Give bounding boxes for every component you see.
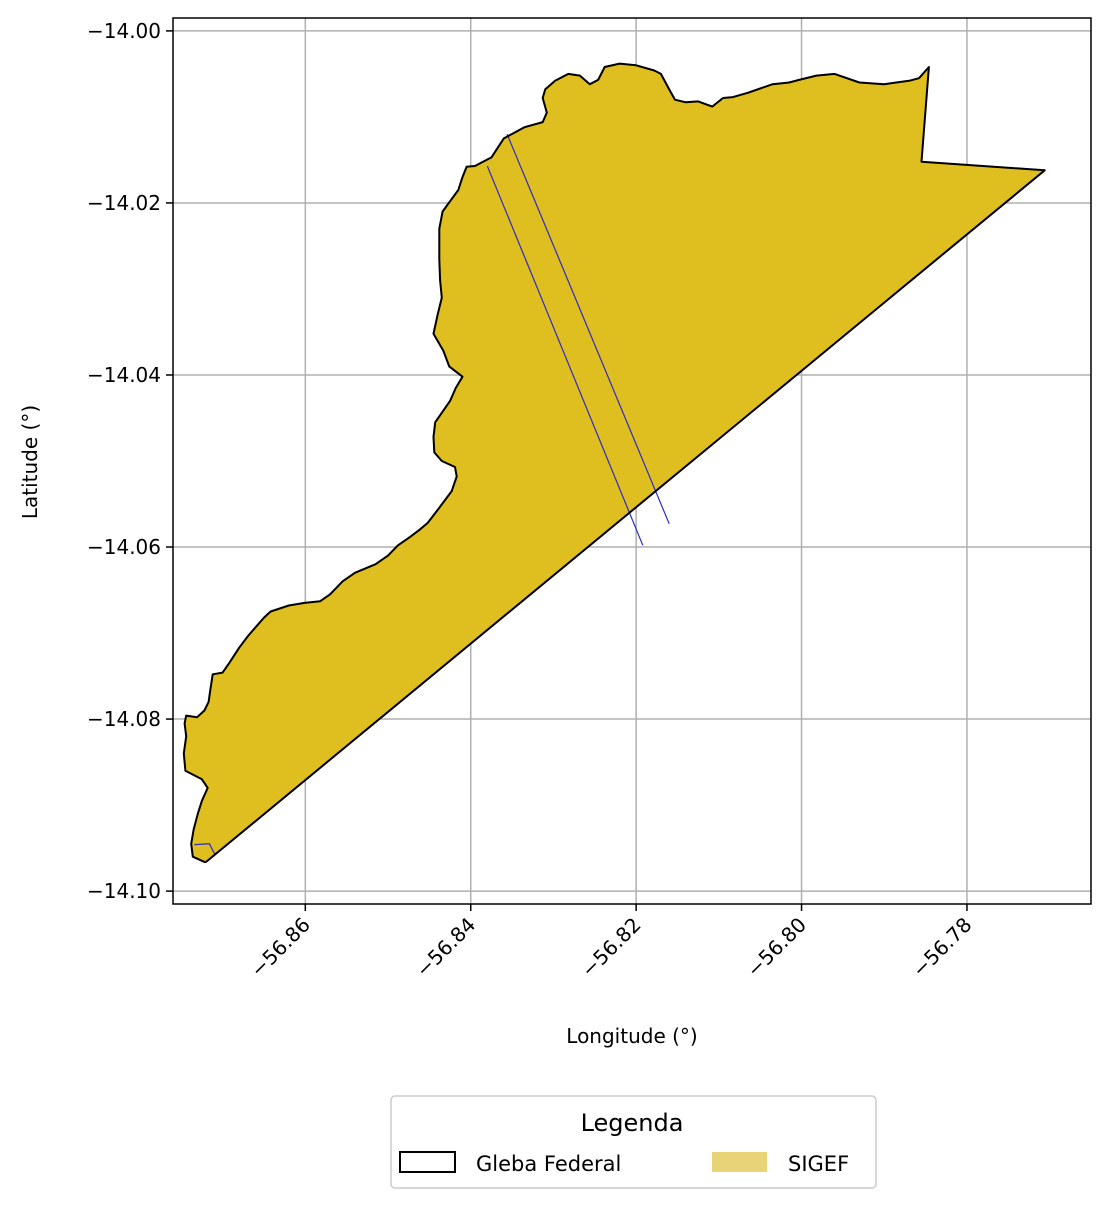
y-tick-label: −14.04 (87, 363, 161, 387)
y-tick-label: −14.00 (87, 19, 161, 43)
parcel-line (486, 165, 644, 546)
y-axis-ticks: −14.00 −14.02 −14.04 −14.06 −14.08 −14.10 (87, 19, 173, 903)
y-tick-label: −14.08 (87, 707, 161, 731)
y-tick-label: −14.10 (87, 879, 161, 903)
map-layer (182, 62, 1046, 863)
x-axis-label: Longitude (°) (566, 1024, 697, 1048)
legend-label-sigef: SIGEF (788, 1152, 849, 1176)
legend-title: Legenda (581, 1109, 684, 1137)
legend-swatch-gleba-federal (399, 1151, 456, 1173)
legend: Legenda Gleba Federal SIGEF (390, 1095, 877, 1189)
legend-swatch-sigef (712, 1152, 767, 1172)
parcel-line (194, 843, 216, 856)
y-tick-label: −14.06 (87, 535, 161, 559)
sigef-area (183, 63, 1045, 862)
legend-label-gleba-federal: Gleba Federal (476, 1152, 621, 1176)
y-tick-label: −14.02 (87, 191, 161, 215)
y-axis-label: Latitude (°) (18, 405, 42, 519)
gleba-federal-boundary (182, 62, 1046, 863)
parcel-boundaries (194, 133, 670, 856)
plot-frame (172, 17, 1092, 905)
parcel-line (506, 133, 670, 525)
